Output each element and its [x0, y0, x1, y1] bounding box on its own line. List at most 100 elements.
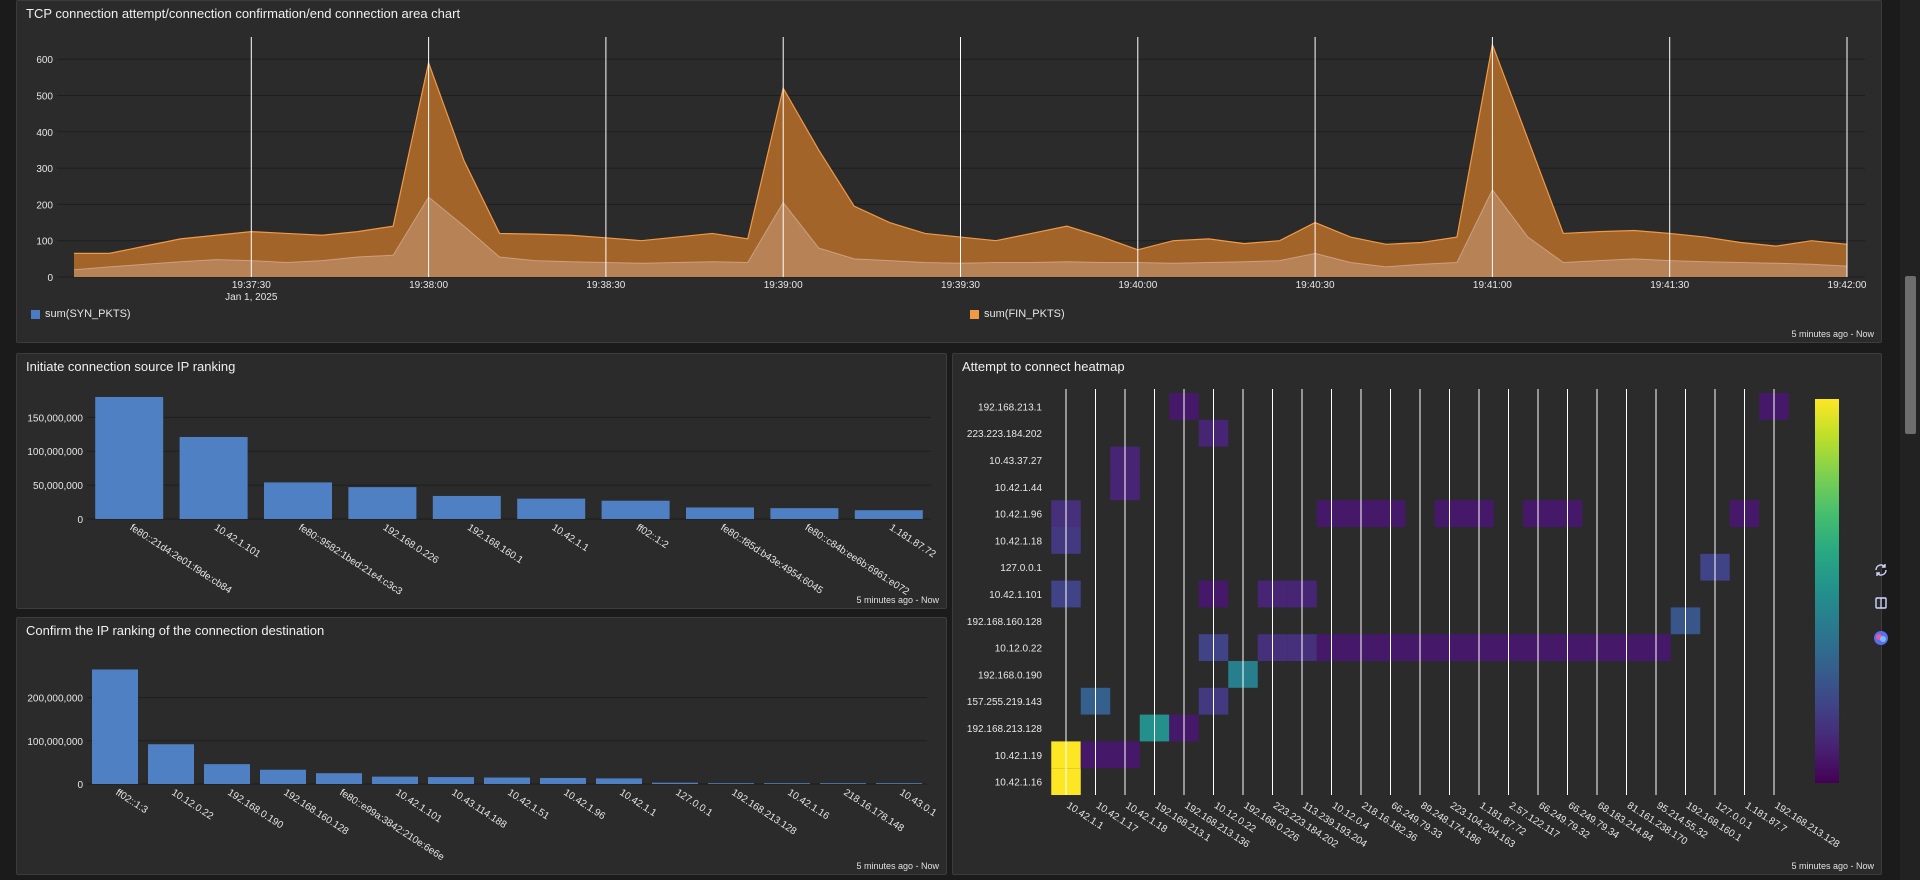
y-tick-label: 10.42.1.16 [995, 778, 1043, 789]
bar [95, 397, 164, 519]
x-tick-label: 19:37:30 [232, 280, 271, 291]
y-tick-label: 10.42.1.96 [995, 510, 1043, 521]
x-tick-label: 10.42.1.16 [785, 787, 831, 822]
bar [179, 436, 248, 519]
x-tick-label: 10.42.1.101 [212, 522, 263, 560]
colorbar [1815, 399, 1839, 783]
bar [876, 783, 922, 784]
x-tick-label: 19:41:30 [1650, 280, 1689, 291]
x-tick-label: 10.42.1.1 [550, 522, 591, 554]
book-icon[interactable] [1870, 592, 1892, 614]
x-tick-label: 19:42:00 [1828, 280, 1867, 291]
connect-heatmap: 192.168.213.1 223.223.184.202 10.43.37.27 1… [967, 389, 1854, 851]
bar [770, 508, 839, 519]
x-tick-label: 19:40:00 [1118, 280, 1157, 291]
time-range-label: 5 minutes ago - Now [856, 861, 939, 871]
bar [686, 507, 754, 519]
y-tick-label: 10.12.0.22 [995, 644, 1043, 655]
source-ip-panel: Initiate connection source IP ranking 0 5… [16, 353, 947, 609]
x-tick-label: 10.42.1.96 [561, 787, 607, 822]
y-tick-label: 10.42.1.44 [995, 483, 1043, 494]
x-tick-label: fe80::e99a:3842:210e:6e6e [337, 787, 446, 863]
y-tick-label: 192.168.213.1 [978, 402, 1042, 413]
bar [372, 776, 418, 784]
y-tick-label: 200 [36, 200, 53, 211]
x-tick-label: 19:39:30 [941, 280, 980, 291]
x-tick-label: 19:38:00 [409, 280, 448, 291]
x-tick-label: 19:40:30 [1296, 280, 1335, 291]
colorbar-tick-label: 15 [1842, 587, 1854, 598]
y-tick-label: 10.42.1.101 [989, 590, 1042, 601]
y-tick-label: 300 [36, 164, 53, 175]
bar [540, 777, 586, 784]
refresh-icon[interactable] [1870, 559, 1892, 581]
x-tick-label: 127.0.0.1 [673, 787, 714, 819]
x-tick-label: 19:41:00 [1473, 280, 1512, 291]
y-tick-label: 192.168.160.128 [967, 617, 1043, 628]
x-tick-label: 10.43.114.188 [449, 787, 508, 831]
legend-label-fin: sum(FIN_PKTS) [984, 308, 1065, 320]
bar [820, 783, 866, 784]
x-tick-label: 192.168.0.190 [225, 787, 285, 831]
y-tick-label: 0 [47, 273, 53, 284]
x-tick-label: 10.43.0.1 [897, 787, 938, 819]
bar [652, 782, 698, 784]
bar [484, 777, 530, 784]
bar [316, 773, 362, 784]
panel-title: Confirm the IP ranking of the connection… [26, 623, 325, 638]
x-tick-label: 10.42.1.101 [393, 787, 444, 825]
y-tick-label: 100 [36, 237, 53, 248]
y-tick-label: 600 [36, 55, 53, 66]
panel-title: TCP connection attempt/connection confir… [26, 6, 461, 21]
legend-item-fin[interactable]: sum(FIN_PKTS) [970, 308, 1065, 320]
bar [428, 777, 474, 784]
x-tick-label: 19:39:00 [764, 280, 803, 291]
scrollbar-thumb[interactable] [1905, 276, 1916, 434]
bar [92, 669, 138, 784]
x-tick-label: 192.168.0.226 [381, 522, 441, 566]
bar [148, 744, 194, 784]
x-tick-label: 10.12.0.22 [169, 787, 215, 822]
y-tick-label: 50,000,000 [33, 481, 83, 492]
x-tick-label: ff02::1:2 [634, 522, 671, 551]
heatmap-panel: Attempt to connect heatmap 192.168.213.1… [952, 353, 1882, 875]
legend-label-syn: sum(SYN_PKTS) [45, 308, 131, 320]
x-tick-sublabel: Jan 1, 2025 [225, 292, 278, 303]
y-tick-label: 500 [36, 91, 53, 102]
time-range-label: 5 minutes ago - Now [856, 595, 939, 605]
legend-swatch-fin [970, 309, 979, 319]
bar [601, 500, 670, 519]
y-tick-label: 10.43.37.27 [989, 456, 1042, 467]
x-tick-label: 192.168.160.1 [465, 522, 525, 566]
bar [432, 495, 501, 519]
colorbar-tick-label: 5 [1842, 715, 1848, 726]
x-tick-label: 10.42.1.51 [505, 787, 551, 822]
plugin-icon[interactable] [1870, 627, 1892, 649]
y-tick-label: 100,000,000 [27, 737, 83, 748]
bar [764, 783, 810, 784]
y-tick-label: 0 [77, 515, 83, 526]
bar [204, 764, 250, 784]
y-tick-label: 223.223.184.202 [967, 429, 1043, 440]
x-tick-label: 1.181.87.72 [887, 522, 938, 560]
panel-title: Attempt to connect heatmap [962, 359, 1125, 374]
y-tick-label: 200,000,000 [27, 694, 83, 705]
panel-title: Initiate connection source IP ranking [26, 359, 236, 374]
y-tick-label: 127.0.0.1 [1000, 563, 1042, 574]
legend-item-syn[interactable]: sum(SYN_PKTS) [31, 308, 131, 320]
x-tick-label: 218.16.178.148 [841, 787, 906, 834]
page-scrollbar[interactable] [1900, 0, 1920, 880]
bar [264, 482, 332, 519]
y-tick-label: 0 [77, 780, 83, 791]
colorbar-tick-label: 10 [1842, 651, 1854, 662]
area-chart-panel: TCP connection attempt/connection confir… [16, 0, 1882, 343]
x-tick-label: 10.42.1.1 [617, 787, 658, 819]
colorbar-tick-label: 20 [1842, 523, 1854, 534]
y-tick-label: 10.42.1.18 [995, 536, 1043, 547]
colorbar-tick-label: 30 [1842, 395, 1854, 406]
y-tick-label: 150,000,000 [27, 413, 83, 424]
y-tick-label: 192.168.0.190 [978, 670, 1042, 681]
y-tick-label: 157.255.219.143 [967, 697, 1043, 708]
